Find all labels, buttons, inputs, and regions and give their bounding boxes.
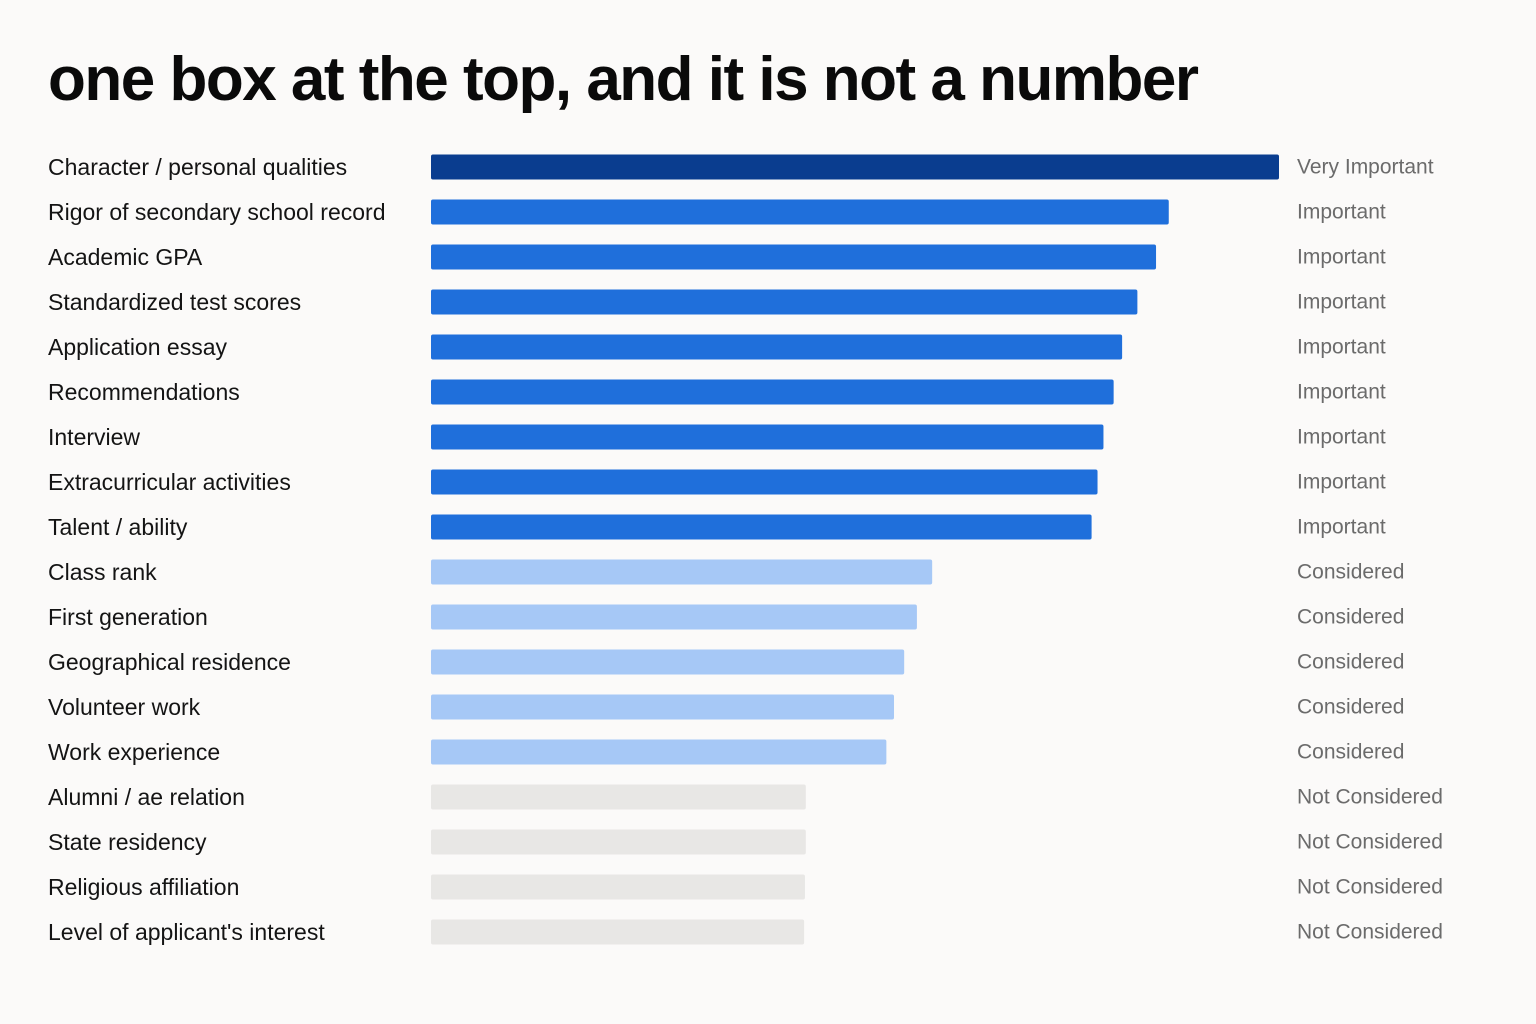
bar-academic-gpa — [431, 244, 1157, 270]
category-label-recommendations: Recommendations — [48, 379, 240, 405]
chart-title: one box at the top, and it is not a numb… — [48, 45, 1199, 114]
bar-application-essay — [431, 334, 1123, 360]
level-label-volunteer-work: Considered — [1297, 696, 1404, 719]
bar-geographical-residence — [431, 649, 905, 675]
category-label-state-residency: State residency — [48, 829, 207, 855]
bar-extracurricular-activities — [431, 469, 1098, 495]
level-label-class-rank: Considered — [1297, 561, 1404, 584]
bar-alumni-ae-relation — [431, 784, 806, 810]
bar-volunteer-work — [431, 694, 895, 720]
category-label-work-experience: Work experience — [48, 739, 220, 765]
level-label-level-of-applicant-s-interest: Not Considered — [1297, 921, 1443, 944]
level-label-standardized-test-scores: Important — [1297, 291, 1386, 314]
bar-work-experience — [431, 739, 887, 765]
category-label-talent-ability: Talent / ability — [48, 514, 188, 540]
category-label-level-of-applicant-s-interest: Level of applicant's interest — [48, 919, 325, 945]
category-label-rigor-of-secondary-school-record: Rigor of secondary school record — [48, 199, 386, 225]
level-label-religious-affiliation: Not Considered — [1297, 876, 1443, 899]
level-label-interview: Important — [1297, 426, 1386, 449]
bar-state-residency — [431, 829, 806, 855]
bars-group: Character / personal qualities Very Impor… — [48, 154, 1443, 945]
category-label-volunteer-work: Volunteer work — [48, 694, 201, 720]
level-label-extracurricular-activities: Important — [1297, 471, 1386, 494]
category-label-extracurricular-activities: Extracurricular activities — [48, 469, 291, 495]
category-label-character-personal-qualities: Character / personal qualities — [48, 154, 347, 180]
level-label-rigor-of-secondary-school-record: Important — [1297, 201, 1386, 224]
level-label-character-personal-qualities: Very Important — [1297, 156, 1434, 179]
category-label-geographical-residence: Geographical residence — [48, 649, 291, 675]
bar-talent-ability — [431, 514, 1092, 540]
level-label-work-experience: Considered — [1297, 741, 1404, 764]
bar-rigor-of-secondary-school-record — [431, 199, 1169, 225]
level-label-application-essay: Important — [1297, 336, 1386, 359]
bar-character-personal-qualities — [431, 154, 1279, 180]
category-label-first-generation: First generation — [48, 604, 208, 630]
bar-first-generation — [431, 604, 917, 630]
category-label-standardized-test-scores: Standardized test scores — [48, 289, 301, 315]
category-label-academic-gpa: Academic GPA — [48, 244, 203, 270]
level-label-first-generation: Considered — [1297, 606, 1404, 629]
bar-interview — [431, 424, 1104, 450]
bar-level-of-applicant-s-interest — [431, 919, 805, 945]
category-label-interview: Interview — [48, 424, 140, 450]
level-label-alumni-ae-relation: Not Considered — [1297, 786, 1443, 809]
bar-standardized-test-scores — [431, 289, 1138, 315]
bar-class-rank — [431, 559, 933, 585]
category-label-class-rank: Class rank — [48, 559, 157, 585]
category-label-alumni-ae-relation: Alumni / ae relation — [48, 784, 245, 810]
bar-religious-affiliation — [431, 874, 805, 900]
level-label-state-residency: Not Considered — [1297, 831, 1443, 854]
category-label-religious-affiliation: Religious affiliation — [48, 874, 239, 900]
bar-recommendations — [431, 379, 1114, 405]
level-label-recommendations: Important — [1297, 381, 1386, 404]
category-label-application-essay: Application essay — [48, 334, 227, 360]
level-label-academic-gpa: Important — [1297, 246, 1386, 269]
level-label-talent-ability: Important — [1297, 516, 1386, 539]
level-label-geographical-residence: Considered — [1297, 651, 1404, 674]
